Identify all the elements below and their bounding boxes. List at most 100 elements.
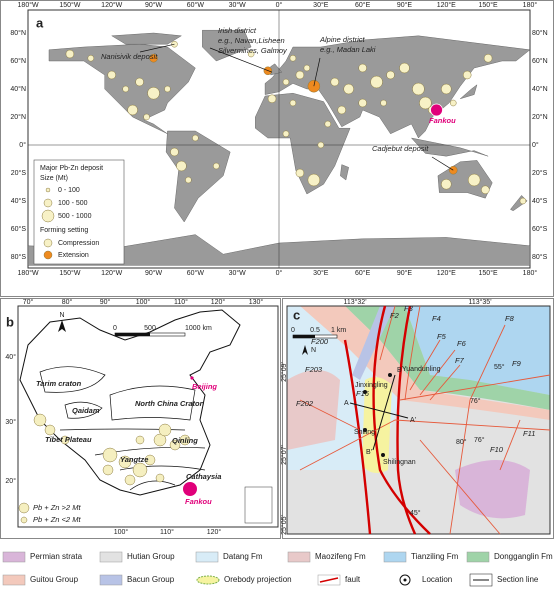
deposit — [295, 168, 305, 178]
deposit — [65, 49, 75, 59]
fault — [499, 419, 521, 471]
scale-label: 1000 km — [185, 325, 212, 332]
legend-label: Tianziling Fm — [411, 552, 459, 561]
legend-size-label: 500 - 1000 — [58, 213, 92, 220]
lat-label: 0° — [19, 141, 26, 149]
legend-swatch — [2, 574, 26, 586]
pointer — [139, 43, 175, 53]
legend-setting-label: Extension — [58, 252, 89, 259]
legend-label: Location — [422, 575, 452, 584]
deposit — [176, 160, 187, 172]
place-label: Cathaysia — [186, 472, 221, 481]
lon-label: 120°E — [437, 1, 456, 9]
fault — [404, 305, 421, 401]
deposit — [102, 447, 118, 463]
north-label: N — [311, 347, 316, 354]
annotation: Cadjebut deposit — [372, 144, 429, 153]
panel-label: a — [36, 15, 44, 30]
lat-label: 20°S — [11, 169, 27, 177]
lon-label: 150°E — [479, 1, 498, 9]
deposit — [386, 70, 395, 80]
deposit — [419, 96, 432, 110]
fault — [449, 324, 506, 535]
lon-label: 130° — [249, 298, 264, 306]
fault — [394, 419, 551, 431]
fault-label: F9 — [512, 359, 522, 368]
lat-label: 60°N — [532, 57, 548, 65]
fault-label: F2 — [390, 311, 400, 320]
lon-label: 120° — [211, 298, 226, 306]
north-arrow — [58, 320, 66, 332]
block-boundary — [109, 385, 196, 421]
place-label: Yuandunling — [402, 366, 441, 373]
deposit — [462, 70, 472, 80]
lat-label: 25°05' — [280, 515, 288, 535]
legend-swatch — [195, 551, 219, 563]
lon-label: 113°35' — [468, 298, 491, 306]
dip-label: 80° — [456, 438, 467, 446]
lon-label: 120° — [207, 528, 222, 536]
legend-size-label: 0 - 100 — [58, 187, 80, 194]
deposit — [44, 424, 56, 436]
lat-label: 60°S — [532, 225, 548, 233]
deposit — [60, 435, 70, 445]
deposit — [87, 54, 95, 62]
tianziling — [287, 306, 550, 395]
orebody — [362, 376, 392, 474]
legend-label: Dongganglin Fm — [494, 552, 553, 561]
legend-label: fault — [345, 575, 361, 584]
fault — [299, 399, 361, 431]
lon-label: 180°W — [18, 269, 39, 277]
lat-label: 20°N — [532, 113, 548, 121]
lon-label: 180° — [523, 269, 538, 277]
dongganglin — [345, 306, 550, 410]
lon-label: 100° — [136, 298, 151, 306]
legend-label: Hutian Group — [127, 552, 175, 561]
lat-label: 40°N — [532, 85, 548, 93]
lat-label: 20° — [5, 477, 16, 485]
legend-label: Section line — [497, 575, 539, 584]
lon-label: 113°32' — [343, 298, 366, 306]
legend-label: Datang Fm — [223, 552, 263, 561]
fault-label: F6 — [457, 339, 467, 348]
place-label: North China Craton — [135, 399, 205, 408]
location-marker — [388, 373, 392, 377]
lon-label: 150°E — [479, 269, 498, 277]
fault-label: F5 — [437, 332, 447, 341]
legend-swatch — [466, 551, 490, 563]
deposit — [179, 434, 191, 446]
maozifeng — [287, 370, 340, 450]
annotation: Alpine district — [319, 35, 366, 44]
deposit — [155, 473, 165, 483]
deposit — [118, 455, 132, 469]
deposit — [295, 70, 305, 80]
legend-label: Guitou Group — [30, 575, 79, 584]
legend-swatch — [99, 574, 123, 586]
lon-label: 30°E — [313, 269, 329, 277]
fankou-marker — [183, 482, 197, 496]
deposit — [370, 75, 383, 89]
lon-label: 90°W — [145, 1, 163, 9]
legend-label: Pb + Zn >2 Mt — [33, 503, 81, 512]
deposit — [153, 433, 167, 447]
lon-label: 80° — [62, 298, 73, 306]
deposit — [122, 85, 129, 93]
lat-label: 80°N — [10, 29, 26, 37]
deposit — [135, 435, 145, 445]
lon-label: 150°W — [59, 269, 80, 277]
lon-label: 0° — [276, 269, 283, 277]
map-a: 180°W 180°W 150°W 150°W 120°W 120°W 90°W 90°W 60… — [10, 1, 547, 277]
lat-label: 25°09' — [280, 362, 288, 382]
place-label: Jinxingling — [355, 382, 388, 389]
fault-label: F16 — [356, 389, 370, 398]
scale-label: 0 — [113, 325, 117, 332]
lon-label: 120°E — [437, 269, 456, 277]
location-marker — [381, 453, 385, 457]
block-boundary — [129, 480, 176, 491]
section-line — [349, 402, 409, 419]
deposit — [358, 63, 367, 73]
deposit — [519, 197, 527, 205]
deposit — [149, 53, 158, 63]
legend-swatch — [287, 551, 311, 563]
panel-label: b — [6, 314, 14, 329]
